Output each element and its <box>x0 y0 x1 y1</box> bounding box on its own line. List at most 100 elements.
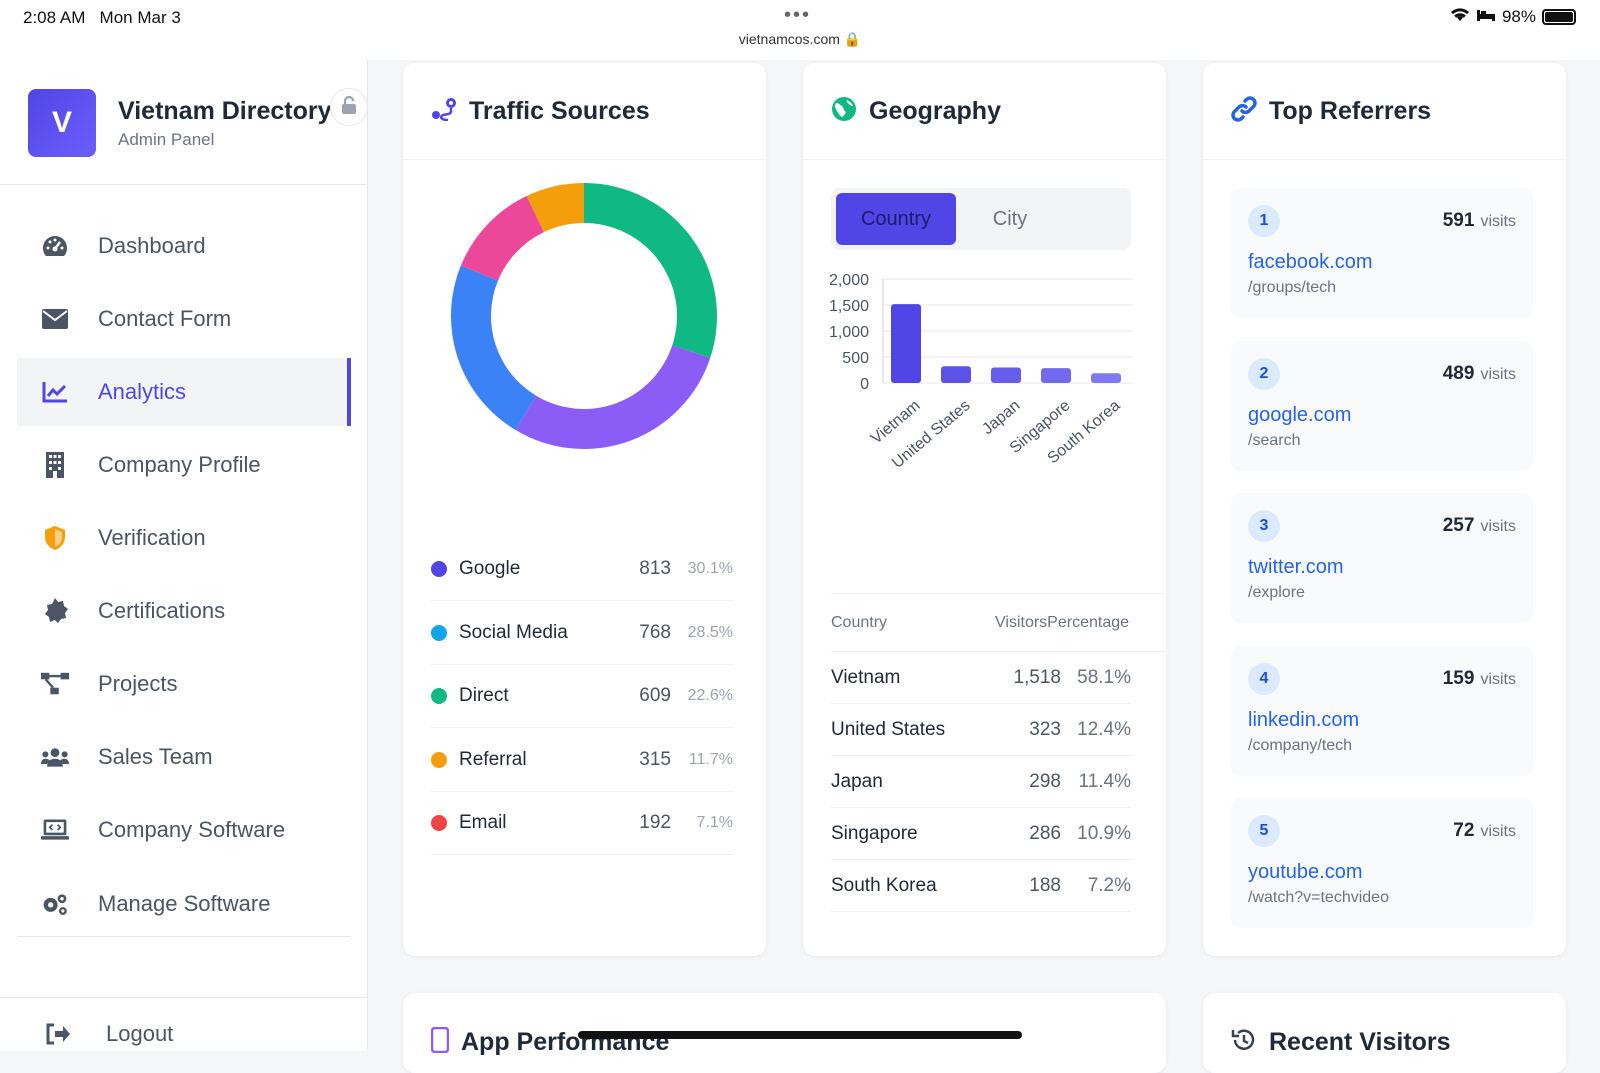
sidebar-item-analytics[interactable]: Analytics <box>17 358 351 426</box>
percentage-cell: 11.4% <box>1078 770 1131 792</box>
table-row[interactable]: United States 323 12.4% <box>831 704 1131 756</box>
wifi-icon <box>1450 7 1470 27</box>
sidebar-item-projects[interactable]: Projects <box>17 650 351 718</box>
referrer-domain-link[interactable]: facebook.com <box>1248 251 1373 273</box>
visitors-cell: 286 <box>1029 822 1061 844</box>
source-percent: 22.6% <box>687 687 733 704</box>
geo-toggle: Country City <box>831 188 1131 250</box>
source-value: 768 <box>639 621 671 643</box>
donut-slice-email[interactable] <box>526 183 584 233</box>
percentage-cell: 12.4% <box>1077 718 1131 740</box>
visitors-cell: 298 <box>1029 770 1061 792</box>
traffic-source-row: Referral 315 11.7% <box>431 729 733 792</box>
sidebar-item-label: Verification <box>98 525 206 550</box>
brand-subtitle: Admin Panel <box>118 129 215 149</box>
city-toggle-button[interactable]: City <box>992 207 1028 230</box>
laptop-code-icon <box>41 816 69 844</box>
sidebar-item-dashboard[interactable]: Dashboard <box>17 212 351 280</box>
status-bar: 2:08 AM Mon Mar 3 ••• vietnamcos.com 🔒 9… <box>0 0 1600 60</box>
logout-button[interactable]: Logout <box>44 1020 173 1048</box>
source-value: 192 <box>639 812 671 833</box>
sidebar-item-label: Company Software <box>98 817 286 842</box>
source-percent: 30.1% <box>687 560 733 577</box>
bar-japan[interactable] <box>991 367 1021 383</box>
bar-vietnam[interactable] <box>891 304 921 383</box>
referrer-domain-link[interactable]: google.com <box>1248 403 1352 426</box>
referrer-item[interactable]: 1 591 visits facebook.com/groups/tech <box>1231 188 1533 318</box>
globe-icon <box>831 96 857 127</box>
sidebar-item-verification[interactable]: Verification <box>17 504 351 572</box>
status-right: 98% <box>1450 7 1576 27</box>
table-row[interactable]: Japan 298 11.4% <box>831 756 1131 808</box>
sidebar-item-company-profile[interactable]: Company Profile <box>17 431 351 499</box>
battery-icon <box>1542 9 1576 25</box>
header-percentage: Percentage <box>1047 613 1130 631</box>
referrer-domain-link[interactable]: youtube.com <box>1248 861 1363 883</box>
referrer-item[interactable]: 5 72 visits youtube.com/watch?v=techvideo <box>1231 798 1533 928</box>
table-row[interactable]: Singapore 286 10.9% <box>831 808 1131 860</box>
country-cell: Vietnam <box>831 666 901 688</box>
sidebar-item-label: Sales Team <box>98 744 213 769</box>
home-indicator[interactable] <box>578 1031 1022 1039</box>
referrer-domain-link[interactable]: twitter.com <box>1248 556 1344 578</box>
url-label[interactable]: vietnamcos.com 🔒 <box>738 31 862 47</box>
gauge-icon <box>41 232 69 260</box>
card-title: Traffic Sources <box>469 96 650 125</box>
sidebar-item-manage-software[interactable]: Manage Software <box>17 876 351 931</box>
referrer-visits: 257 visits <box>1442 515 1516 536</box>
nav-separator <box>17 936 351 937</box>
visitors-cell: 1,518 <box>1013 666 1061 688</box>
geography-card: Geography Country City 2,000 1,500 1,000 50… <box>803 63 1167 956</box>
sidebar-item-sales-team[interactable]: Sales Team <box>17 723 351 791</box>
legend-dot <box>431 624 447 641</box>
referrer-path: /company/tech <box>1248 736 1353 754</box>
legend-dot <box>431 815 447 831</box>
x-tick-label: Japan <box>979 397 1023 438</box>
sidebar-item-certifications[interactable]: Certifications <box>17 577 351 645</box>
table-header: Country Visitors Percentage <box>831 593 1167 652</box>
referrer-item[interactable]: 3 257 visits twitter.com/explore <box>1231 493 1533 623</box>
country-cell: South Korea <box>831 874 937 896</box>
sidebar-item-company-software[interactable]: Company Software <box>17 796 351 864</box>
project-diagram-icon <box>41 670 69 698</box>
geography-table: Country Visitors Percentage Vietnam 1,518… <box>831 593 1167 912</box>
donut-slice-social-media[interactable] <box>515 345 711 450</box>
referrer-path: /search <box>1248 431 1301 449</box>
source-name: Google <box>459 558 521 579</box>
sidebar-nav: Dashboard Contact Form Analytics Company… <box>17 212 351 936</box>
referrer-path: /groups/tech <box>1248 279 1337 296</box>
referrer-item[interactable]: 4 159 visits linkedin.com/company/tech <box>1231 645 1533 776</box>
envelope-icon <box>41 305 69 333</box>
source-percent: 28.5% <box>687 623 733 641</box>
unlock-sidebar-button[interactable] <box>330 88 368 126</box>
sidebar-item-contact-form[interactable]: Contact Form <box>17 285 351 353</box>
sign-out-icon <box>44 1020 72 1048</box>
bar-singapore[interactable] <box>1041 368 1071 383</box>
source-percent: 7.1% <box>696 814 733 831</box>
source-value: 609 <box>639 685 671 706</box>
building-icon <box>41 451 69 479</box>
sidebar-item-label: Analytics <box>98 379 187 404</box>
traffic-source-row: Google 813 30.1% <box>431 538 733 601</box>
traffic-sources-card: Traffic Sources Google 813 30.1% Social Med… <box>403 63 766 956</box>
card-header: Traffic Sources <box>403 63 766 160</box>
donut-slice-referral[interactable] <box>460 196 544 281</box>
bar-south-korea[interactable] <box>1091 373 1121 383</box>
more-dots-icon[interactable]: ••• <box>784 4 812 26</box>
referrer-rank-badge: 5 <box>1248 815 1280 847</box>
header-country: Country <box>831 613 888 631</box>
brand-title: Vietnam Directory <box>118 96 332 125</box>
bed-icon <box>1476 7 1496 27</box>
table-row[interactable]: Vietnam 1,518 58.1% <box>831 652 1131 704</box>
table-row[interactable]: South Korea 188 7.2% <box>831 860 1131 912</box>
country-toggle-button[interactable]: Country <box>836 193 956 245</box>
traffic-source-row: Direct 609 22.6% <box>431 665 733 728</box>
donut-slice-google[interactable] <box>451 265 537 431</box>
referrer-domain-link[interactable]: linkedin.com <box>1248 708 1360 731</box>
card-title: Recent Visitors <box>1269 1028 1451 1056</box>
referrer-item[interactable]: 2 489 visits google.com/search <box>1231 340 1533 471</box>
donut-slice-direct[interactable] <box>584 183 717 358</box>
legend-dot <box>431 561 447 577</box>
referrer-path: /watch?v=techvideo <box>1248 889 1389 906</box>
bar-united-states[interactable] <box>941 366 971 383</box>
